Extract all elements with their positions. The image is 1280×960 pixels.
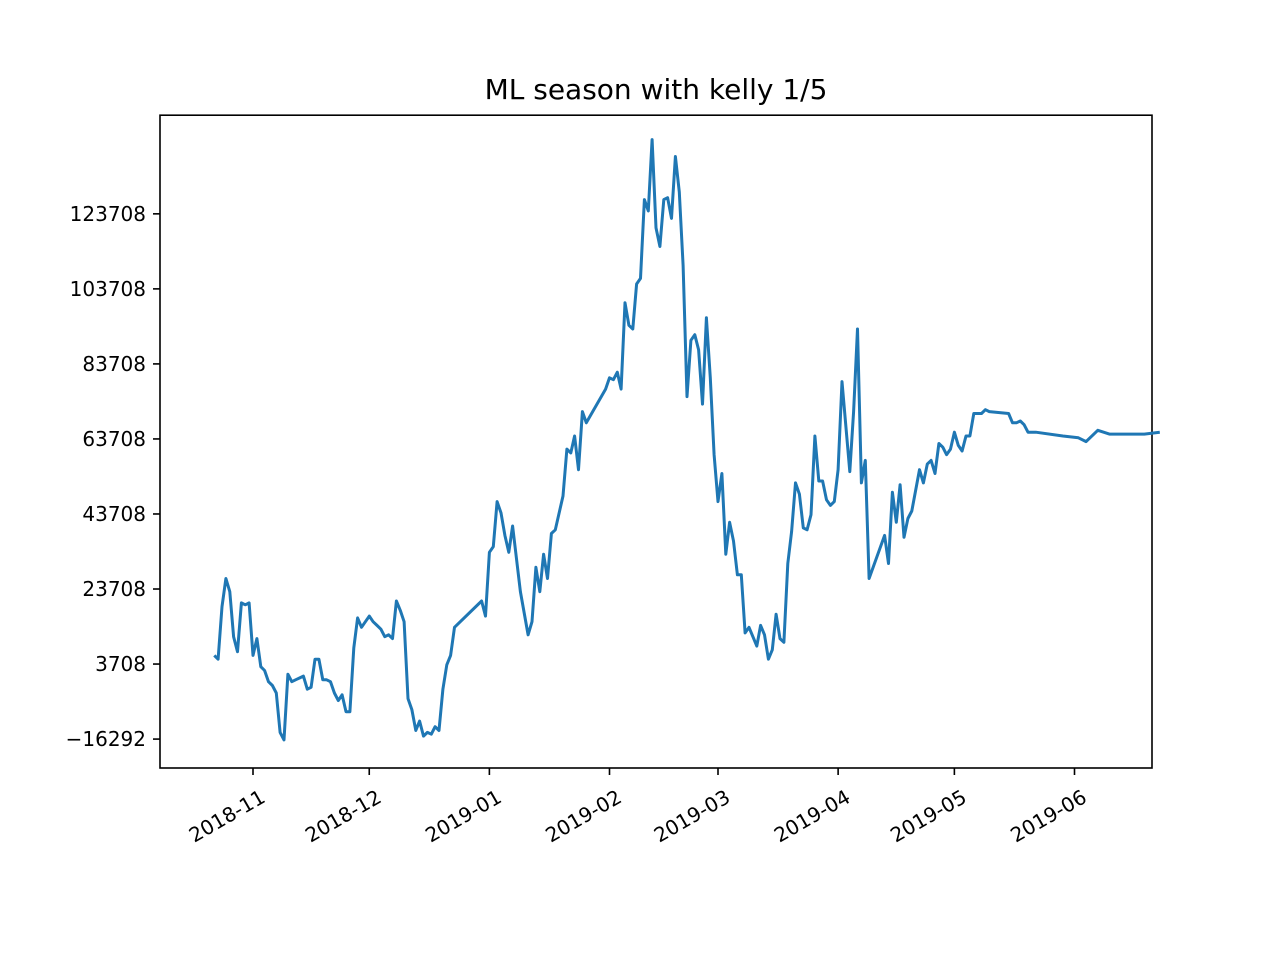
x-tick-label: 2019-04	[770, 785, 854, 848]
chart-title: ML season with kelly 1/5	[485, 73, 828, 106]
x-axis: 2018-11 2018-12 2019-01 2019-02 2019-03 2019-…	[185, 768, 1091, 847]
y-tick-label: 3708	[95, 652, 146, 676]
y-tick-label: 43708	[82, 502, 146, 526]
x-tick-label: 2019-03	[650, 785, 734, 848]
axes-frame	[159, 114, 1153, 769]
y-tick-label: 63708	[82, 427, 146, 451]
x-tick-label: 2019-02	[541, 785, 625, 848]
series-line	[213, 138, 1160, 742]
y-tick-label: 123708	[70, 202, 146, 226]
x-tick-label: 2019-05	[886, 785, 970, 848]
x-tick-label: 2019-06	[1006, 785, 1090, 848]
y-tick-label: 23708	[82, 577, 146, 601]
y-tick-label: 103708	[70, 277, 146, 301]
x-tick-label: 2019-01	[421, 785, 505, 848]
plot-area	[159, 114, 1160, 769]
x-tick-label: 2018-12	[301, 785, 385, 848]
y-tick-label: 83708	[82, 352, 146, 376]
y-axis: −16292 3708 23708 43708 63708 83708 103708 1237…	[66, 202, 160, 751]
y-tick-label: −16292	[66, 727, 146, 751]
x-tick-label: 2018-11	[185, 785, 269, 848]
